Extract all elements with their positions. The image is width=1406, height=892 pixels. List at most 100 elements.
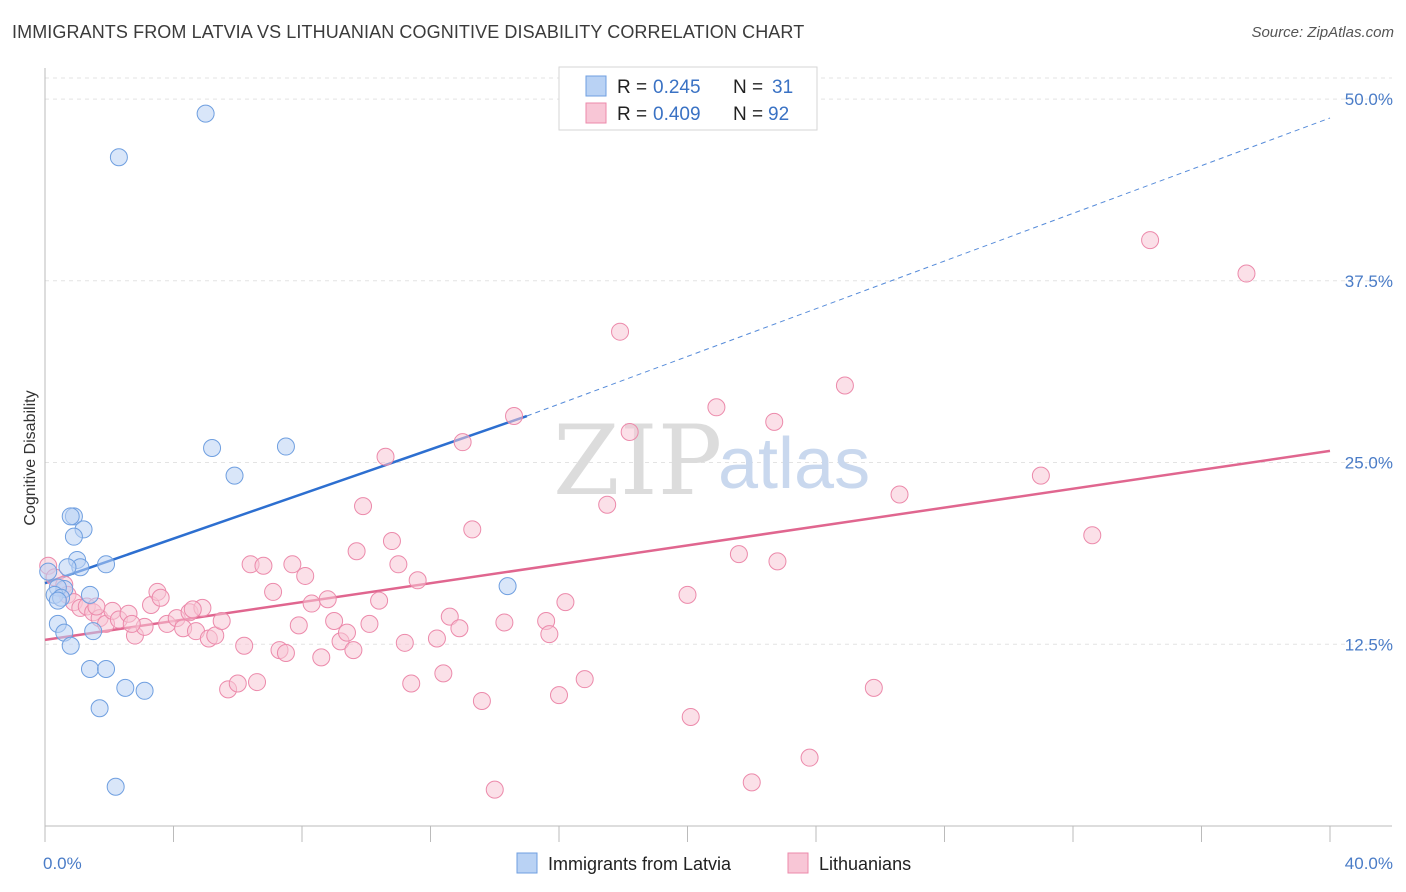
point-lithuanians xyxy=(620,423,639,442)
trend-line-latvia-extension xyxy=(526,117,1331,417)
point-lithuanians xyxy=(1141,231,1160,250)
point-lithuanians xyxy=(611,322,630,341)
point-lithuanians xyxy=(408,571,427,590)
x-tick-label-max: 40.0% xyxy=(1345,854,1393,873)
point-lithuanians xyxy=(1237,264,1256,283)
point-lithuanians xyxy=(681,707,700,726)
watermark: ZIP atlas xyxy=(553,405,870,517)
bottom-legend-latvia: Immigrants from Latvia xyxy=(548,854,732,874)
trend-line-latvia xyxy=(44,414,528,585)
point-lithuanians xyxy=(325,612,344,631)
point-latvia xyxy=(64,527,83,546)
series-legend: Immigrants from Latvia Lithuanians xyxy=(516,852,911,874)
point-lithuanians xyxy=(318,590,337,609)
point-lithuanians xyxy=(768,552,787,571)
point-lithuanians xyxy=(122,614,141,633)
watermark-atlas: atlas xyxy=(718,424,870,504)
point-lithuanians xyxy=(276,643,295,662)
point-latvia xyxy=(80,585,99,604)
point-latvia xyxy=(58,558,77,577)
legend-r-value-2: 0.409 xyxy=(653,104,701,125)
chart-title: IMMIGRANTS FROM LATVIA VS LITHUANIAN COG… xyxy=(12,22,805,42)
point-lithuanians xyxy=(183,600,202,619)
legend-swatch-lithuanians xyxy=(585,102,607,124)
point-lithuanians xyxy=(402,674,421,693)
point-lithuanians xyxy=(729,545,748,564)
point-lithuanians xyxy=(453,433,472,452)
point-latvia xyxy=(84,622,103,641)
point-latvia xyxy=(116,678,135,697)
point-latvia xyxy=(97,555,116,574)
point-lithuanians xyxy=(540,625,559,644)
point-latvia xyxy=(90,699,109,718)
point-lithuanians xyxy=(389,555,408,574)
point-lithuanians xyxy=(248,673,267,692)
y-axis-label: Cognitive Disability xyxy=(22,390,39,525)
point-lithuanians xyxy=(302,594,321,613)
legend-swatch-latvia xyxy=(585,75,607,97)
point-latvia xyxy=(80,659,99,678)
point-lithuanians xyxy=(472,691,491,710)
chart-source: Source: ZipAtlas.com xyxy=(1251,24,1394,41)
point-lithuanians xyxy=(212,612,231,631)
x-tick-label-min: 0.0% xyxy=(43,854,82,873)
point-lithuanians xyxy=(360,614,379,633)
legend-n-value-1: 31 xyxy=(772,77,793,98)
point-lithuanians xyxy=(598,495,617,514)
point-lithuanians xyxy=(264,582,283,601)
point-lithuanians xyxy=(835,376,854,395)
point-lithuanians xyxy=(765,412,784,431)
y-tick-label: 50.0% xyxy=(1345,90,1393,109)
point-lithuanians xyxy=(742,773,761,792)
point-latvia xyxy=(109,148,128,167)
point-latvia xyxy=(225,466,244,485)
y-tick-label: 25.0% xyxy=(1345,454,1393,473)
point-lithuanians xyxy=(235,636,254,655)
point-lithuanians xyxy=(283,555,302,574)
point-lithuanians xyxy=(434,664,453,683)
point-lithuanians xyxy=(495,613,514,632)
y-tick-label: 12.5% xyxy=(1345,635,1393,654)
point-latvia xyxy=(135,681,154,700)
point-lithuanians xyxy=(440,607,459,626)
point-latvia xyxy=(48,591,67,610)
point-lithuanians xyxy=(707,398,726,417)
point-lithuanians xyxy=(395,633,414,652)
point-lithuanians xyxy=(228,674,247,693)
point-lithuanians xyxy=(347,542,366,561)
point-lithuanians xyxy=(890,485,909,504)
point-lithuanians xyxy=(1031,466,1050,485)
point-latvia xyxy=(196,104,215,123)
legend-n-value-2: 92 xyxy=(768,104,789,125)
point-lithuanians xyxy=(556,593,575,612)
point-lithuanians xyxy=(382,532,401,551)
point-lithuanians xyxy=(800,748,819,767)
watermark-zip: ZIP xyxy=(553,405,722,517)
trend-line-lithuanians xyxy=(44,449,1331,642)
point-latvia xyxy=(276,437,295,456)
point-latvia xyxy=(97,659,116,678)
point-lithuanians xyxy=(575,670,594,689)
legend-r-value-1: 0.245 xyxy=(653,77,701,98)
point-lithuanians xyxy=(678,585,697,604)
point-latvia xyxy=(61,636,80,655)
point-lithuanians xyxy=(463,520,482,539)
axes xyxy=(44,68,1392,842)
point-lithuanians xyxy=(427,629,446,648)
point-latvia xyxy=(39,562,58,581)
point-lithuanians xyxy=(485,780,504,799)
point-lithuanians xyxy=(289,616,308,635)
point-lithuanians xyxy=(296,566,315,585)
point-latvia xyxy=(106,777,125,796)
legend-n-label-1: N = xyxy=(733,77,763,98)
point-latvia xyxy=(498,577,517,596)
bottom-legend-swatch-latvia xyxy=(516,852,538,874)
point-lithuanians xyxy=(1083,526,1102,545)
point-lithuanians xyxy=(254,556,273,575)
tick-labels: 12.5% 25.0% 37.5% 50.0% 0.0% 40.0% xyxy=(43,90,1393,873)
point-lithuanians xyxy=(312,648,331,667)
y-tick-label: 37.5% xyxy=(1345,272,1393,291)
trend-lines xyxy=(44,117,1331,642)
data-points xyxy=(39,104,1256,799)
